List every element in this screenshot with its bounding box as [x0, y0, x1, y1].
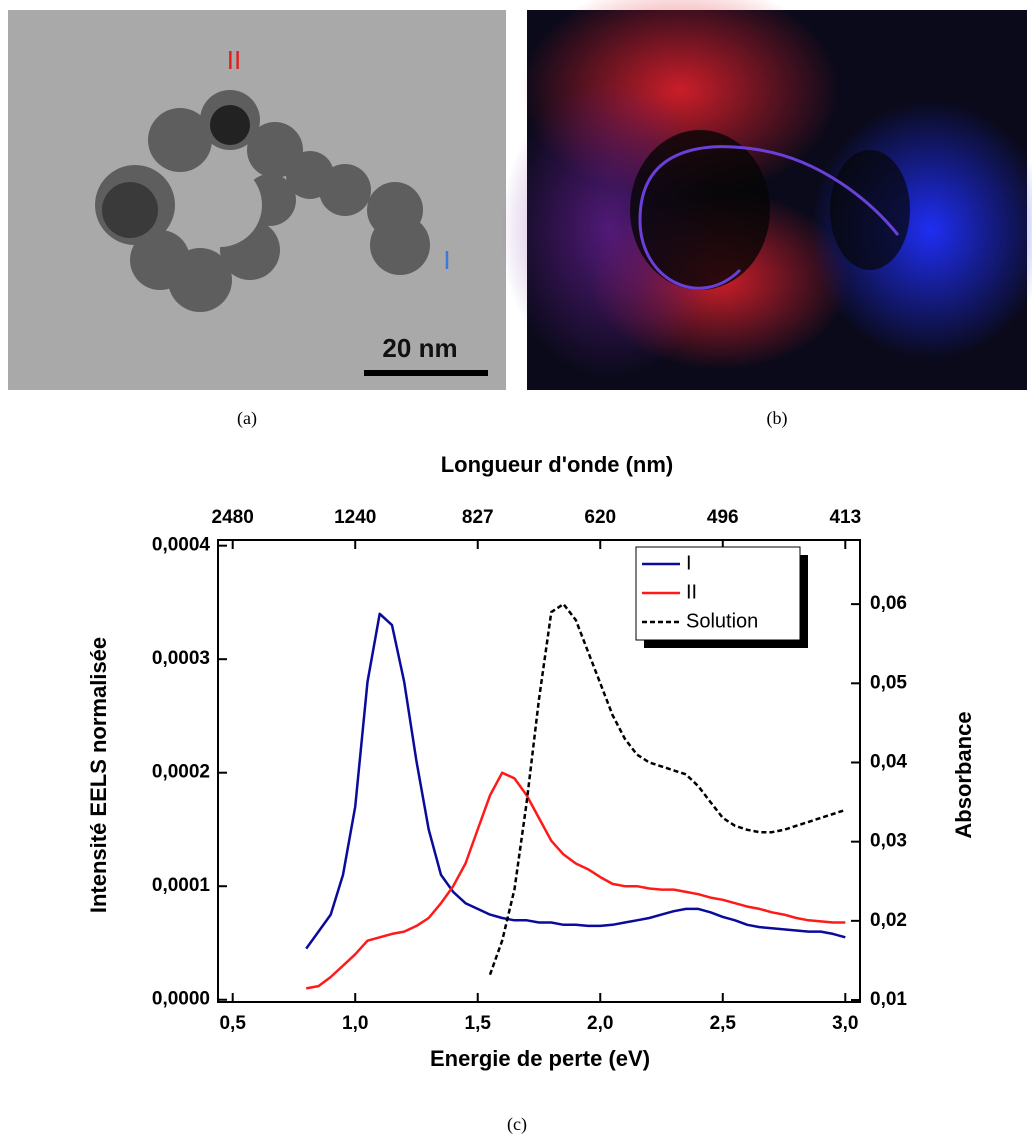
legend-label: II [686, 581, 697, 603]
y2-tick-label: 0,01 [870, 989, 907, 1010]
x-tick-label: 2,5 [710, 1013, 737, 1034]
x-axis-title: Energie de perte (eV) [430, 1046, 650, 1071]
panel-b [500, 0, 1032, 390]
plot-frame [217, 539, 861, 1003]
x2-tick-label: 1240 [334, 507, 376, 528]
y2-tick-label: 0,05 [870, 672, 907, 693]
caption: (a) [237, 408, 257, 429]
caption: (c) [507, 1114, 527, 1135]
particle-label: II [227, 45, 241, 75]
x2-tick-label: 2480 [212, 507, 254, 528]
y-tick-label: 0,0004 [152, 535, 211, 556]
y2-tick-label: 0,03 [870, 831, 907, 852]
y-tick-label: 0,0003 [152, 648, 210, 669]
legend-label: I [686, 552, 692, 574]
y2-axis-title: Absorbance [951, 711, 976, 838]
caption: (b) [767, 408, 788, 429]
series-line [488, 602, 846, 976]
panel-a: II I 20 nm [8, 10, 506, 390]
x-tick-label: 3,0 [832, 1013, 858, 1034]
x2-tick-label: 620 [584, 507, 616, 528]
y-axis-title: Intensité EELS normalisée [86, 637, 111, 913]
x-tick-label: 1,5 [465, 1013, 492, 1034]
x2-axis-title: Longueur d'onde (nm) [441, 452, 674, 477]
y-tick-label: 0,0002 [152, 762, 210, 783]
series-line [305, 612, 846, 950]
y2-tick-label: 0,04 [870, 752, 907, 773]
x2-tick-label: 827 [462, 507, 494, 528]
y-tick-label: 0,0000 [152, 989, 210, 1010]
chart: Longueur d'onde (nm) Energie de perte (e… [86, 452, 976, 1071]
x-tick-label: 2,0 [587, 1013, 613, 1034]
particle-label: I [443, 245, 450, 275]
x2-tick-label: 496 [707, 507, 739, 528]
x-tick-label: 0,5 [219, 1013, 246, 1034]
legend-label: Solution [686, 610, 758, 632]
x-tick-label: 1,0 [342, 1013, 368, 1034]
y-tick-label: 0,0001 [152, 875, 211, 896]
series-line [305, 771, 846, 990]
scale-bar-label: 20 nm [382, 333, 457, 363]
x2-tick-label: 413 [829, 507, 861, 528]
y2-tick-label: 0,02 [870, 910, 907, 931]
y2-tick-label: 0,06 [870, 593, 907, 614]
